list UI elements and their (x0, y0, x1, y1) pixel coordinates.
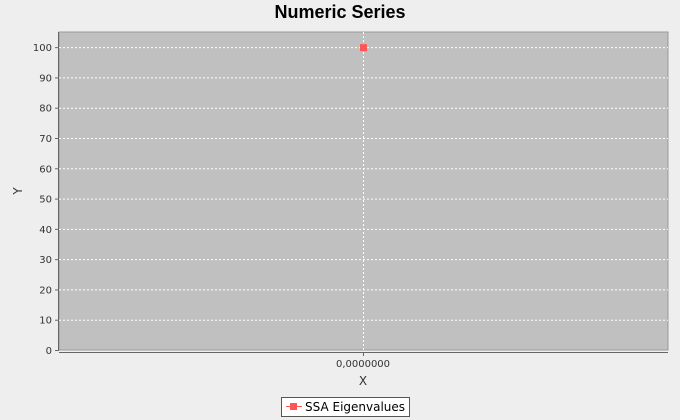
y-axis-label: Y (11, 187, 25, 196)
y-tick-label-10: 10 (39, 316, 52, 327)
x-tick-label-0: 0,0000000 (336, 359, 390, 370)
legend-swatch (286, 402, 302, 412)
x-axis-label: X (359, 374, 367, 388)
y-axis-ticks: 0 10 20 30 40 50 60 70 80 90 100 (33, 43, 59, 357)
y-tick-label-100: 100 (33, 43, 52, 54)
legend-entry-label: SSA Eigenvalues (305, 400, 406, 414)
y-tick-label-80: 80 (39, 104, 52, 115)
data-point-0-0 (360, 44, 367, 52)
y-tick-label-50: 50 (39, 195, 52, 206)
y-tick-label-90: 90 (39, 73, 52, 84)
legend: SSA Eigenvalues (281, 397, 411, 417)
y-tick-label-20: 20 (39, 285, 52, 296)
plot-background (58, 31, 669, 351)
legend-marker (290, 403, 297, 410)
x-axis-ticks: 0,0000000 (336, 352, 390, 370)
chart-title: Numeric Series (274, 2, 406, 22)
series-points (360, 44, 367, 52)
y-tick-label-60: 60 (39, 164, 52, 175)
y-tick-label-0: 0 (46, 346, 52, 357)
y-tick-label-30: 30 (39, 255, 52, 266)
y-tick-label-70: 70 (39, 134, 52, 145)
y-tick-label-40: 40 (39, 225, 52, 236)
